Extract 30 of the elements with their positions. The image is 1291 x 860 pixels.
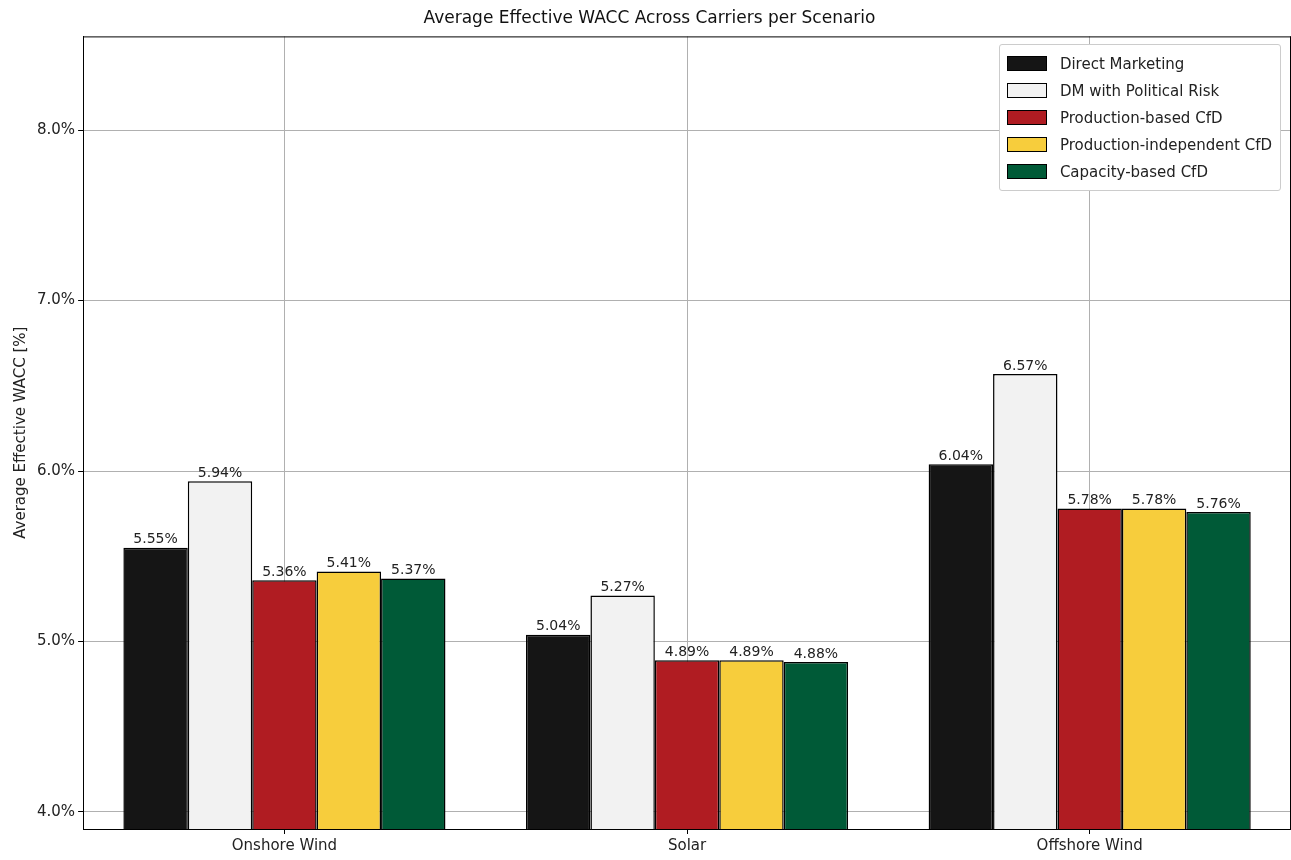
legend-label: Capacity-based CfD [1059, 162, 1208, 181]
legend-label: Production-based CfD [1059, 108, 1223, 127]
data-label: 6.57% [1003, 356, 1048, 373]
data-label: 5.76% [1196, 494, 1241, 511]
y-tick-label: 7.0% [37, 290, 76, 309]
x-tick-label: Offshore Wind [1036, 835, 1143, 854]
y-axis-title: Average Effective WACC [%] [10, 326, 29, 539]
data-label: 5.55% [133, 530, 178, 547]
data-label: 5.78% [1067, 491, 1112, 508]
legend-label: Production-independent CfD [1059, 135, 1272, 154]
data-label: 5.78% [1131, 491, 1177, 508]
data-label: 4.89% [729, 642, 774, 659]
y-tick-label: 6.0% [37, 460, 76, 479]
y-tick-label: 4.0% [37, 801, 76, 820]
data-label: 5.36% [262, 562, 307, 579]
data-label: 4.89% [664, 642, 710, 659]
x-tick-label: Onshore Wind [231, 835, 338, 854]
data-label: 5.04% [535, 617, 581, 634]
y-tick-label: 8.0% [37, 120, 76, 139]
data-label: 6.04% [938, 446, 984, 463]
legend-label: Direct Marketing [1059, 54, 1185, 73]
data-label: 5.41% [326, 554, 372, 571]
y-tick-label: 5.0% [37, 631, 76, 650]
chart-title: Average Effective WACC Across Carriers per Scenario [423, 6, 876, 27]
x-tick-label: Solar [667, 835, 707, 854]
data-label: 4.88% [793, 644, 839, 661]
data-label: 5.27% [600, 578, 645, 595]
data-label: 5.94% [197, 463, 243, 480]
data-label: 5.37% [391, 561, 436, 578]
legend-label: DM with Political Risk [1059, 81, 1220, 100]
